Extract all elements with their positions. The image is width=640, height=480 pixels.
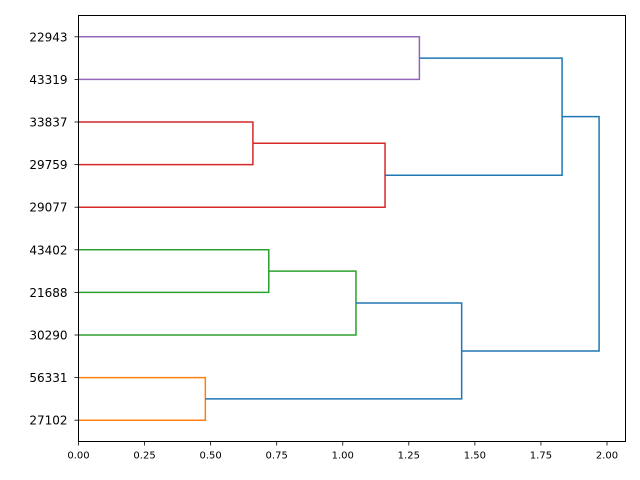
x-tick-label: 1.50 xyxy=(464,451,486,462)
leaf-label: 56331 xyxy=(29,371,67,385)
leaf-label: 30290 xyxy=(29,329,67,343)
leaf-label: 33837 xyxy=(29,116,67,130)
x-tick-label: 1.25 xyxy=(398,451,420,462)
x-axis: 0.00 0.25 0.50 0.75 1.00 1.25 1.50 1.75 2.00 xyxy=(67,441,618,462)
leaf-label: 21688 xyxy=(29,286,67,300)
y-axis: 22943 43319 33837 29759 29077 43402 21688 30290… xyxy=(29,30,79,428)
plot-frame xyxy=(78,15,626,442)
leaf-label: 29759 xyxy=(29,158,67,172)
x-tick-label: 1.00 xyxy=(332,451,354,462)
dendrogram-link-6 xyxy=(78,376,207,421)
leaf-label: 22943 xyxy=(29,30,67,44)
dendrogram-link-2 xyxy=(78,121,254,166)
dendrogram-link-1 xyxy=(78,36,421,81)
x-tick-label: 1.75 xyxy=(530,451,552,462)
x-tick-label: 2.00 xyxy=(596,451,618,462)
x-tick-label: 0.75 xyxy=(266,451,288,462)
x-tick-label: 0.25 xyxy=(133,451,155,462)
x-tick-label: 0.00 xyxy=(67,451,89,462)
dendrogram-links xyxy=(78,36,600,421)
leaf-label: 27102 xyxy=(29,414,67,428)
dendrogram-link-9 xyxy=(461,115,600,352)
dendrogram-link-7 xyxy=(205,302,463,400)
dendrogram-link-5 xyxy=(78,270,357,336)
dendrogram-link-3 xyxy=(78,142,386,208)
x-tick-label: 0.50 xyxy=(199,451,221,462)
dendrogram-link-8 xyxy=(385,57,563,176)
dendrogram-link-4 xyxy=(78,249,270,294)
leaf-label: 43402 xyxy=(29,243,67,257)
leaf-label: 43319 xyxy=(29,73,67,87)
leaf-label: 29077 xyxy=(29,201,67,215)
